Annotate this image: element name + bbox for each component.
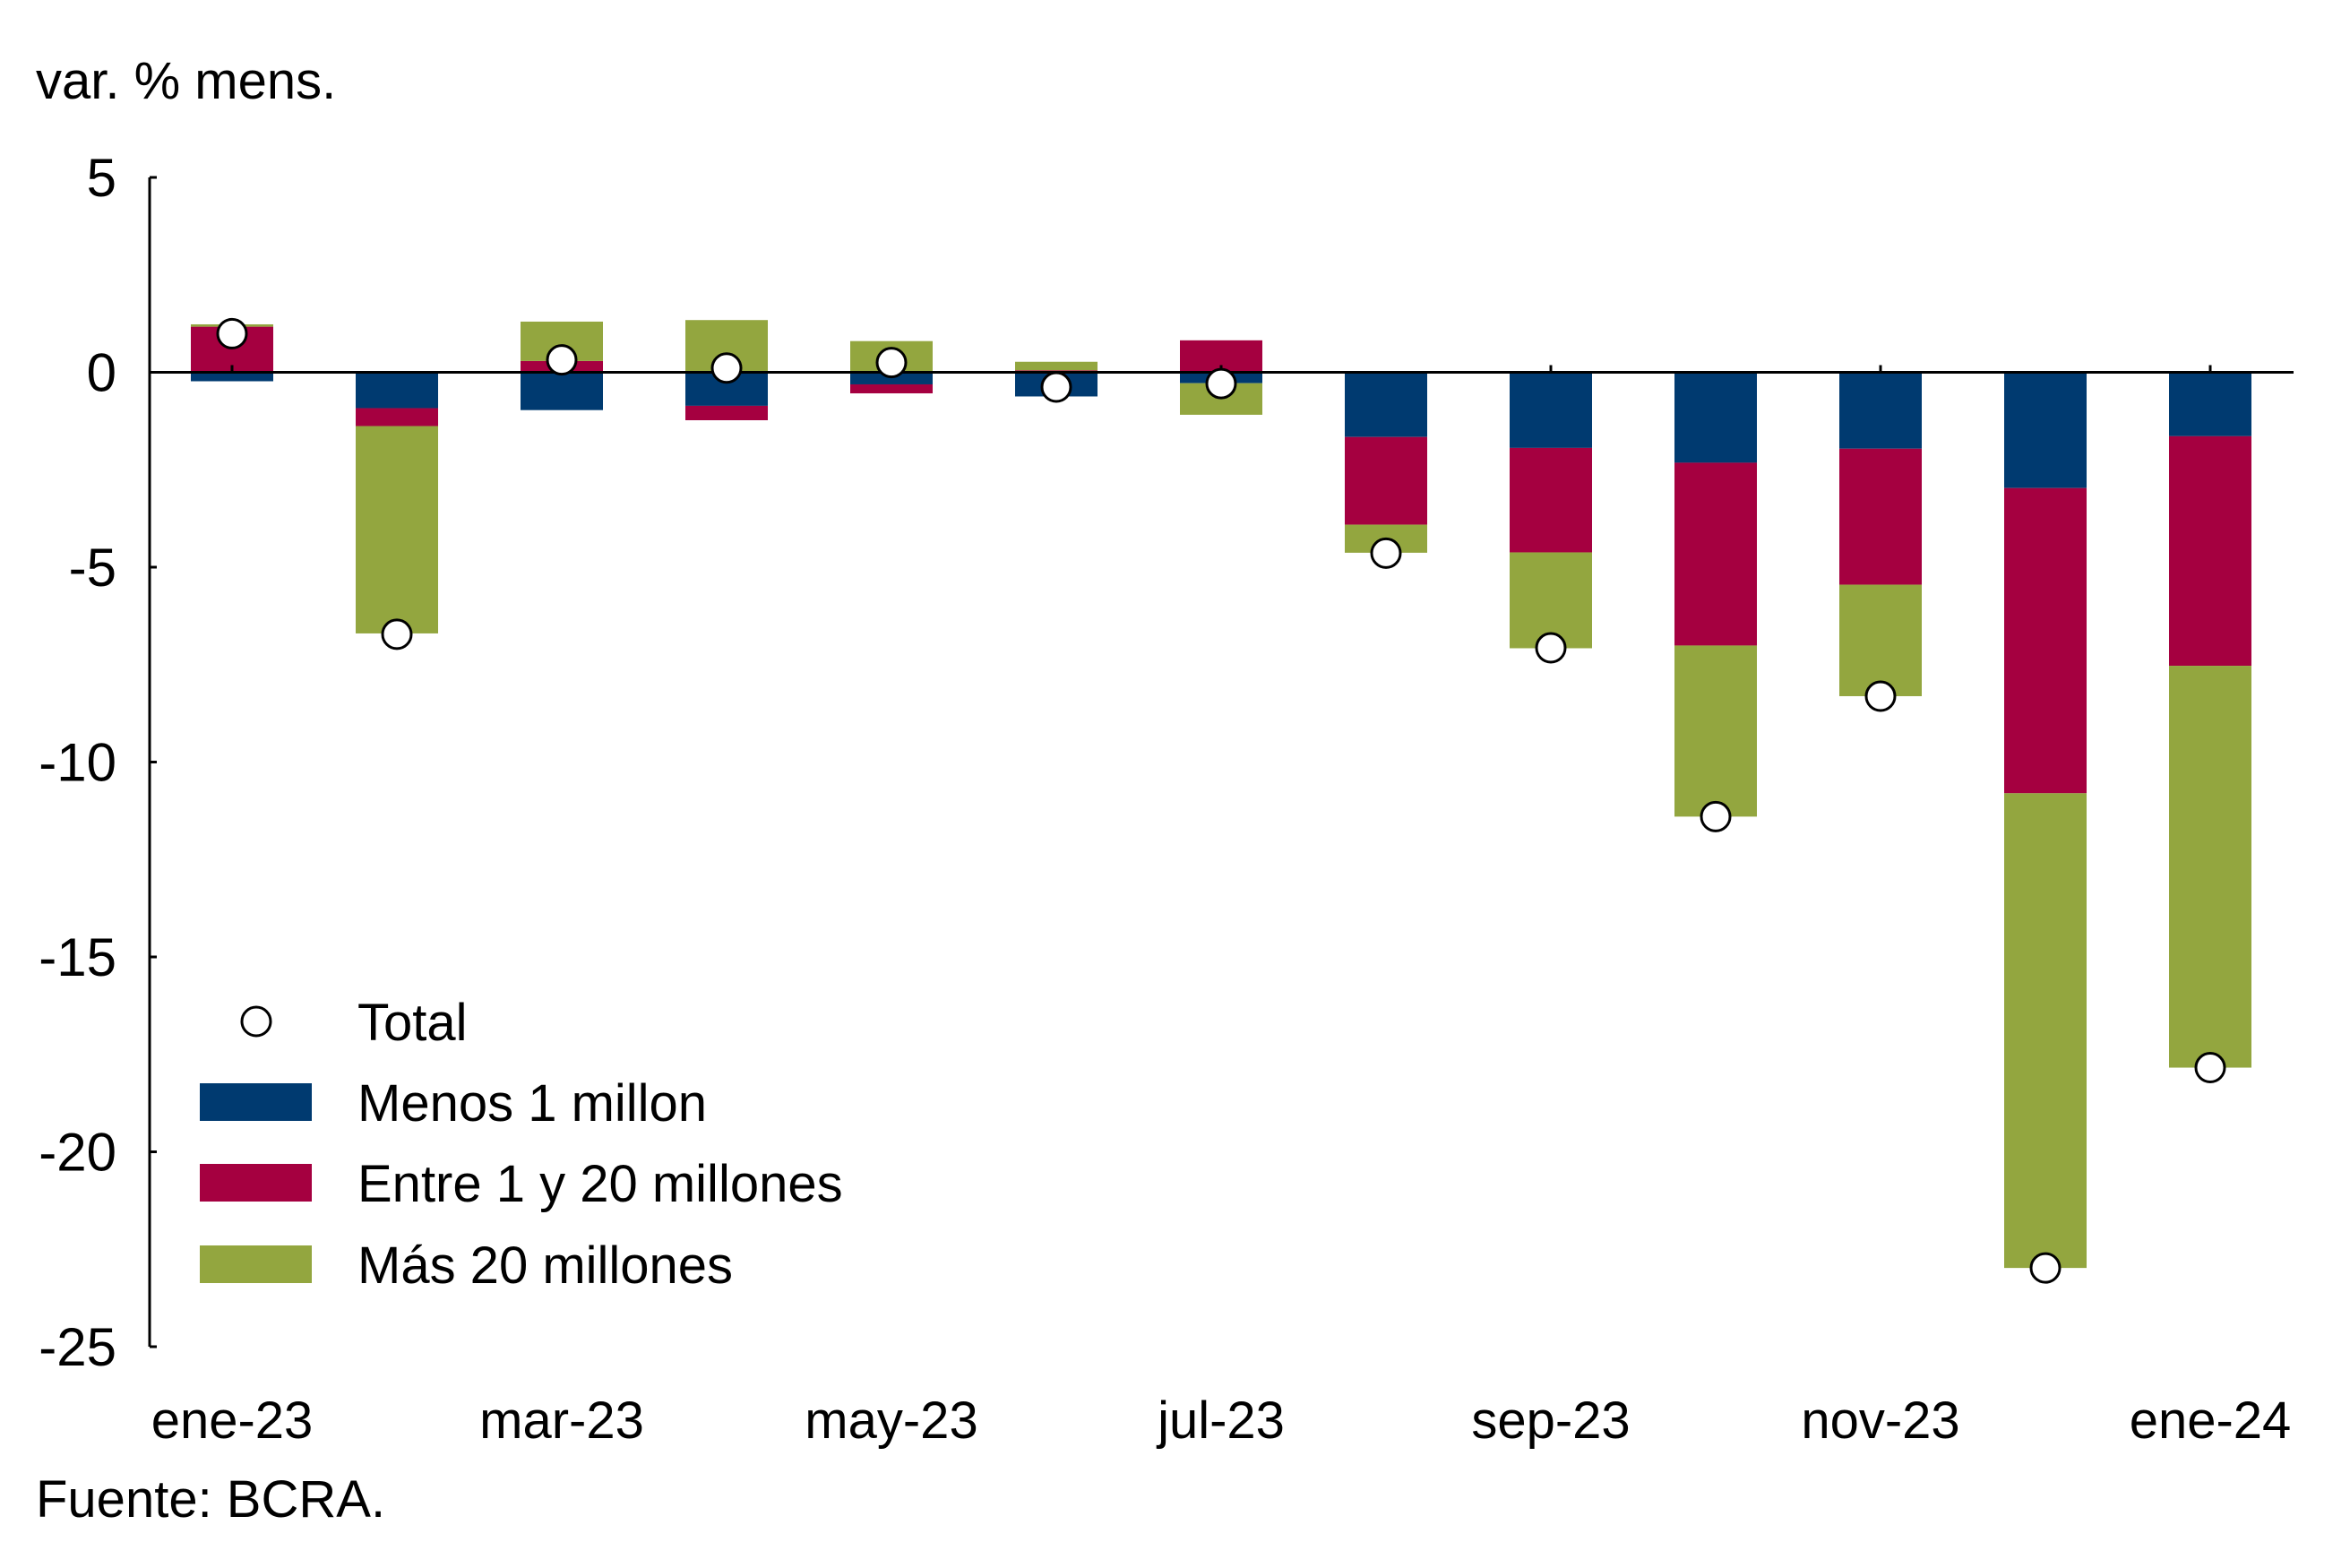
total-marker-nov-23 [1864,680,1897,712]
legend-label: Entre 1 y 20 millones [357,1155,843,1213]
bar-segment-menos-1-millon-may-23 [850,372,933,384]
legend-swatch-entre-1-y-20-millones [200,1164,312,1202]
legend-label: Más 20 millones [357,1236,733,1295]
x-tick-labels: ene-23 mar-23 may-23 jul-23 sep-23 nov-23 ene-… [151,1391,2292,1450]
source-note: Fuente: BCRA. [36,1470,385,1529]
y-tick-label: -10 [39,733,116,793]
bar-segment-m-s-20-millones-jun-23 [1015,361,1098,371]
legend-swatch-menos-1-millon [200,1083,312,1121]
bar-segment-entre-1-y-20-millones-abr-23 [685,405,768,421]
total-markers-layer [216,317,2226,1284]
bar-segment-menos-1-millon-nov-23 [1839,372,1922,449]
legend: Total Menos 1 millon Entre 1 y 20 millones… [200,994,843,1295]
total-marker-oct-23 [1700,800,1732,832]
y-tick-label: -25 [39,1317,116,1377]
x-tick-label: ene-24 [2130,1391,2292,1450]
legend-swatch-m-s-20-millones [200,1245,312,1283]
bar-segment-entre-1-y-20-millones-ago-23 [1345,436,1427,525]
bar-segment-entre-1-y-20-millones-ene-24 [2169,435,2251,667]
legend-label: Total [357,994,468,1052]
legend-total-symbol [240,1005,272,1038]
y-tick-label: -20 [39,1123,116,1183]
y-tick-label: 0 [87,343,116,403]
total-marker-dic-23 [2029,1252,2062,1284]
y-tick-label: -5 [69,538,116,598]
bar-segment-m-s-20-millones-nov-23 [1839,584,1922,696]
bar-segment-entre-1-y-20-millones-feb-23 [356,408,438,426]
bar-segment-menos-1-millon-dic-23 [2004,372,2087,488]
bar-segment-menos-1-millon-ene-23 [191,372,273,382]
bar-segment-entre-1-y-20-millones-dic-23 [2004,487,2087,794]
total-marker-may-23 [875,347,908,379]
x-tick-label: ene-23 [151,1391,314,1450]
bar-segment-menos-1-millon-ago-23 [1345,372,1427,437]
total-marker-feb-23 [381,618,413,650]
bars-layer [191,320,2251,1269]
bar-segment-entre-1-y-20-millones-oct-23 [1674,462,1757,646]
total-marker-jun-23 [1040,371,1072,403]
total-marker-mar-23 [546,344,578,376]
x-tick-label: mar-23 [479,1391,644,1450]
total-marker-sep-23 [1535,632,1567,664]
bar-segment-m-s-20-millones-dic-23 [2004,793,2087,1269]
bar-segment-menos-1-millon-feb-23 [356,372,438,409]
x-tick-label: jul-23 [1156,1391,1285,1450]
x-tick-label: may-23 [805,1391,977,1450]
bar-segment-entre-1-y-20-millones-sep-23 [1510,447,1592,553]
total-marker-abr-23 [710,352,743,384]
bar-segment-menos-1-millon-sep-23 [1510,372,1592,448]
bar-segment-menos-1-millon-ene-24 [2169,372,2251,436]
total-marker-jul-23 [1205,367,1237,400]
bar-segment-m-s-20-millones-oct-23 [1674,645,1757,817]
bar-segment-menos-1-millon-oct-23 [1674,372,1757,463]
y-axis-unit-label: var. % mens. [36,52,336,110]
y-tick-label: 5 [87,148,116,208]
bar-segment-m-s-20-millones-feb-23 [356,426,438,633]
x-tick-label: sep-23 [1471,1391,1630,1450]
bar-segment-entre-1-y-20-millones-may-23 [850,383,933,393]
total-marker-ago-23 [1370,537,1402,569]
y-tick-label: -15 [39,927,116,987]
y-tick-labels: 5 0 -5 -10 -15 -20 -25 [39,148,116,1377]
total-marker-ene-23 [216,317,248,349]
bar-segment-entre-1-y-20-millones-nov-23 [1839,448,1922,585]
x-tick-label: nov-23 [1801,1391,1959,1450]
legend-label: Menos 1 millon [357,1074,707,1133]
total-marker-ene-24 [2194,1052,2226,1084]
bar-segment-m-s-20-millones-ene-24 [2169,666,2251,1068]
bar-segment-menos-1-millon-mar-23 [521,372,603,410]
